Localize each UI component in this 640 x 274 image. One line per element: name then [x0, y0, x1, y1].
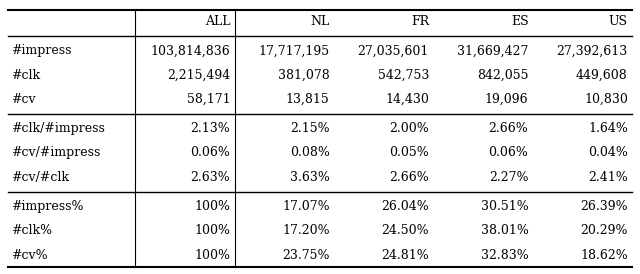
Text: 18.62%: 18.62% — [580, 249, 628, 261]
Text: 31,669,427: 31,669,427 — [457, 44, 529, 58]
Text: 1.64%: 1.64% — [588, 122, 628, 135]
Text: FR: FR — [411, 15, 429, 28]
Text: #clk: #clk — [11, 69, 40, 82]
Text: 0.08%: 0.08% — [290, 147, 330, 159]
Text: 10,830: 10,830 — [584, 93, 628, 106]
Text: US: US — [609, 15, 628, 28]
Text: 27,392,613: 27,392,613 — [557, 44, 628, 58]
Text: 0.06%: 0.06% — [488, 147, 529, 159]
Text: 100%: 100% — [194, 224, 230, 237]
Text: 13,815: 13,815 — [286, 93, 330, 106]
Text: 2,215,494: 2,215,494 — [167, 69, 230, 82]
Text: 449,608: 449,608 — [576, 69, 628, 82]
Text: 381,078: 381,078 — [278, 69, 330, 82]
Text: 103,814,836: 103,814,836 — [150, 44, 230, 58]
Text: #cv%: #cv% — [11, 249, 47, 261]
Text: #clk%: #clk% — [11, 224, 52, 237]
Text: #cv: #cv — [11, 93, 35, 106]
Text: 27,035,601: 27,035,601 — [358, 44, 429, 58]
Text: 100%: 100% — [194, 200, 230, 213]
Text: 2.66%: 2.66% — [389, 171, 429, 184]
Text: 842,055: 842,055 — [477, 69, 529, 82]
Text: 24.50%: 24.50% — [381, 224, 429, 237]
Text: 2.41%: 2.41% — [588, 171, 628, 184]
Text: 2.66%: 2.66% — [489, 122, 529, 135]
Text: 3.63%: 3.63% — [290, 171, 330, 184]
Text: ALL: ALL — [205, 15, 230, 28]
Text: 2.63%: 2.63% — [191, 171, 230, 184]
Text: #impress: #impress — [11, 44, 72, 58]
Text: 2.13%: 2.13% — [191, 122, 230, 135]
Text: 26.39%: 26.39% — [580, 200, 628, 213]
Text: 0.04%: 0.04% — [588, 147, 628, 159]
Text: 17.20%: 17.20% — [282, 224, 330, 237]
Text: 14,430: 14,430 — [385, 93, 429, 106]
Text: 17,717,195: 17,717,195 — [259, 44, 330, 58]
Text: #clk/#impress: #clk/#impress — [11, 122, 105, 135]
Text: 38.01%: 38.01% — [481, 224, 529, 237]
Text: NL: NL — [310, 15, 330, 28]
Text: #cv/#clk: #cv/#clk — [11, 171, 69, 184]
Text: 32.83%: 32.83% — [481, 249, 529, 261]
Text: 542,753: 542,753 — [378, 69, 429, 82]
Text: ES: ES — [511, 15, 529, 28]
Text: 2.00%: 2.00% — [389, 122, 429, 135]
Text: 17.07%: 17.07% — [282, 200, 330, 213]
Text: 24.81%: 24.81% — [381, 249, 429, 261]
Text: 20.29%: 20.29% — [580, 224, 628, 237]
Text: 26.04%: 26.04% — [381, 200, 429, 213]
Text: #cv/#impress: #cv/#impress — [11, 147, 100, 159]
Text: #impress%: #impress% — [11, 200, 83, 213]
Text: 58,171: 58,171 — [186, 93, 230, 106]
Text: 19,096: 19,096 — [484, 93, 529, 106]
Text: 0.05%: 0.05% — [389, 147, 429, 159]
Text: 2.27%: 2.27% — [489, 171, 529, 184]
Text: 100%: 100% — [194, 249, 230, 261]
Text: 23.75%: 23.75% — [282, 249, 330, 261]
Text: 2.15%: 2.15% — [290, 122, 330, 135]
Text: 0.06%: 0.06% — [190, 147, 230, 159]
Text: 30.51%: 30.51% — [481, 200, 529, 213]
